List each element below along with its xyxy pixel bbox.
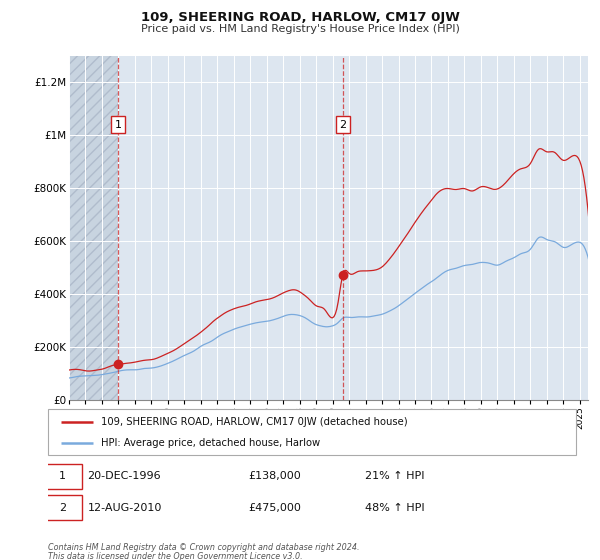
Text: 1: 1 xyxy=(59,472,66,482)
Text: HPI: Average price, detached house, Harlow: HPI: Average price, detached house, Harl… xyxy=(101,438,320,448)
Text: 109, SHEERING ROAD, HARLOW, CM17 0JW: 109, SHEERING ROAD, HARLOW, CM17 0JW xyxy=(140,11,460,24)
Bar xyxy=(69,56,118,400)
Text: 109, SHEERING ROAD, HARLOW, CM17 0JW (detached house): 109, SHEERING ROAD, HARLOW, CM17 0JW (de… xyxy=(101,417,407,427)
Text: 1: 1 xyxy=(115,120,121,130)
Text: 12-AUG-2010: 12-AUG-2010 xyxy=(88,503,162,513)
FancyBboxPatch shape xyxy=(43,464,82,489)
Text: 20-DEC-1996: 20-DEC-1996 xyxy=(88,472,161,482)
Text: 48% ↑ HPI: 48% ↑ HPI xyxy=(365,503,424,513)
Text: Contains HM Land Registry data © Crown copyright and database right 2024.: Contains HM Land Registry data © Crown c… xyxy=(48,543,359,552)
Text: 21% ↑ HPI: 21% ↑ HPI xyxy=(365,472,424,482)
FancyBboxPatch shape xyxy=(43,495,82,520)
Text: This data is licensed under the Open Government Licence v3.0.: This data is licensed under the Open Gov… xyxy=(48,552,302,560)
FancyBboxPatch shape xyxy=(48,409,576,455)
Text: Price paid vs. HM Land Registry's House Price Index (HPI): Price paid vs. HM Land Registry's House … xyxy=(140,24,460,34)
Text: £138,000: £138,000 xyxy=(248,472,301,482)
Text: 2: 2 xyxy=(339,120,346,130)
Text: £475,000: £475,000 xyxy=(248,503,302,513)
Text: 2: 2 xyxy=(59,503,66,513)
